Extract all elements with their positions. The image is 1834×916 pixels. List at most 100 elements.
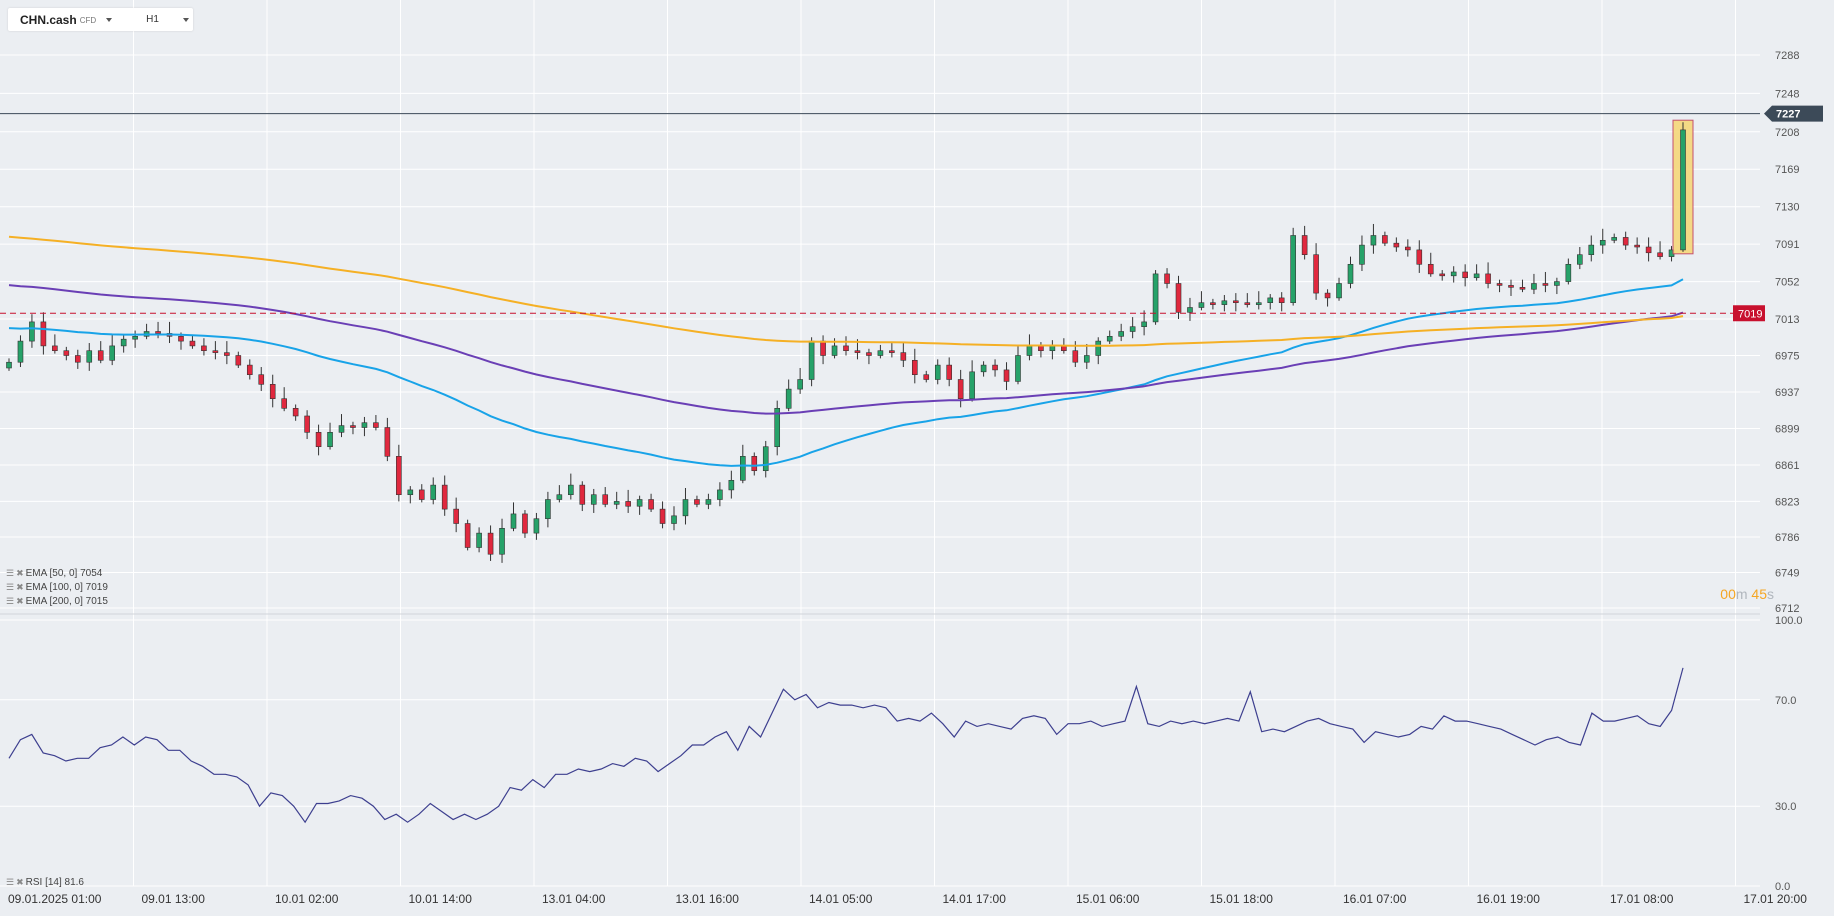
candle[interactable] (545, 499, 551, 520)
candle[interactable] (258, 374, 265, 385)
settings-icon[interactable]: ☰ (6, 877, 15, 887)
candle[interactable] (1141, 321, 1147, 327)
candle[interactable] (384, 427, 391, 457)
candle[interactable] (923, 374, 930, 380)
candle[interactable] (1473, 273, 1480, 279)
candle[interactable] (568, 484, 574, 496)
candle[interactable] (338, 425, 345, 433)
candle[interactable] (1003, 369, 1010, 382)
candle[interactable] (705, 499, 712, 505)
candle[interactable] (315, 432, 322, 448)
candle[interactable] (1588, 244, 1595, 255)
candle[interactable] (1645, 246, 1652, 254)
candle[interactable] (1061, 345, 1067, 352)
instrument-toolbar[interactable]: CHN.cash CFD H1 (8, 8, 193, 31)
candle[interactable] (1657, 252, 1663, 257)
indicator-ema200[interactable]: ☰ ✖ EMA [200, 0] 7015 (6, 596, 108, 607)
candle[interactable] (1554, 281, 1560, 286)
candle[interactable] (212, 350, 219, 353)
candle[interactable] (762, 446, 769, 472)
timeframe-dropdown-icon[interactable] (182, 17, 189, 22)
candle[interactable] (533, 518, 540, 534)
candle[interactable] (178, 336, 184, 342)
candle[interactable] (441, 484, 448, 510)
candle[interactable] (235, 355, 242, 366)
candle[interactable] (659, 508, 666, 524)
candle[interactable] (1175, 283, 1182, 313)
candle[interactable] (843, 345, 849, 352)
candle[interactable] (1015, 355, 1021, 382)
candle[interactable] (1634, 244, 1640, 248)
candle[interactable] (946, 364, 952, 380)
candle[interactable] (797, 379, 803, 390)
candle[interactable] (694, 499, 700, 505)
candle[interactable] (1496, 283, 1503, 286)
candle[interactable] (1198, 302, 1205, 308)
candle[interactable] (900, 352, 907, 361)
candle[interactable] (201, 345, 207, 352)
candle[interactable] (304, 415, 310, 433)
indicator-ema50[interactable]: ☰ ✖ EMA [50, 0] 7054 (6, 568, 102, 579)
candle[interactable] (579, 484, 586, 505)
candle[interactable] (396, 456, 402, 496)
settings-icon[interactable]: ☰ (6, 596, 15, 606)
candle[interactable] (992, 364, 998, 371)
candle[interactable] (590, 494, 597, 505)
candle[interactable] (556, 494, 563, 500)
settings-icon[interactable]: ☰ (6, 582, 15, 592)
candle[interactable] (1393, 242, 1400, 248)
candle[interactable] (808, 340, 815, 380)
candle[interactable] (751, 456, 758, 472)
candle[interactable] (1072, 350, 1079, 363)
candle[interactable] (889, 350, 895, 353)
candle[interactable] (155, 331, 161, 334)
candle[interactable] (1565, 263, 1572, 282)
candle[interactable] (487, 532, 494, 555)
candle[interactable] (1370, 235, 1377, 246)
candle[interactable] (1118, 331, 1124, 337)
candle[interactable] (969, 371, 975, 400)
candle[interactable] (1038, 345, 1044, 352)
candle[interactable] (648, 499, 654, 510)
candle[interactable] (682, 499, 689, 517)
candle[interactable] (510, 513, 517, 529)
candle[interactable] (292, 408, 299, 417)
candle[interactable] (740, 456, 746, 481)
candle[interactable] (1278, 297, 1285, 303)
candle[interactable] (1680, 129, 1686, 251)
candle[interactable] (1301, 235, 1308, 255)
candle[interactable] (1542, 283, 1549, 286)
candle[interactable] (1129, 326, 1136, 332)
candle[interactable] (1095, 340, 1102, 356)
candle[interactable] (86, 350, 93, 363)
indicator-rsi[interactable]: ☰ ✖ RSI [14] 81.6 (6, 877, 84, 888)
candle[interactable] (407, 489, 414, 496)
candle[interactable] (1255, 302, 1262, 305)
candle[interactable] (625, 501, 631, 507)
candle[interactable] (6, 361, 12, 369)
candle[interactable] (980, 364, 987, 373)
settings-icon[interactable]: ☰ (6, 568, 15, 578)
candle[interactable] (854, 350, 861, 353)
candle[interactable] (717, 489, 723, 500)
candle[interactable] (1290, 235, 1296, 303)
candle[interactable] (52, 345, 58, 352)
candle[interactable] (132, 336, 138, 340)
candle[interactable] (1026, 345, 1033, 356)
candle[interactable] (63, 350, 70, 356)
candle[interactable] (1531, 283, 1537, 290)
candle[interactable] (464, 523, 471, 548)
symbol-label[interactable]: CHN.cash (20, 12, 77, 27)
candle[interactable] (29, 321, 35, 342)
candle[interactable] (1187, 307, 1193, 313)
candle[interactable] (785, 388, 792, 409)
candle[interactable] (1427, 263, 1434, 275)
candle[interactable] (373, 422, 379, 428)
candle[interactable] (866, 352, 872, 356)
close-icon[interactable]: ✖ (16, 596, 24, 606)
candle[interactable] (40, 321, 47, 347)
candle[interactable] (613, 501, 620, 505)
candle[interactable] (1599, 239, 1606, 246)
candle[interactable] (1336, 283, 1342, 299)
